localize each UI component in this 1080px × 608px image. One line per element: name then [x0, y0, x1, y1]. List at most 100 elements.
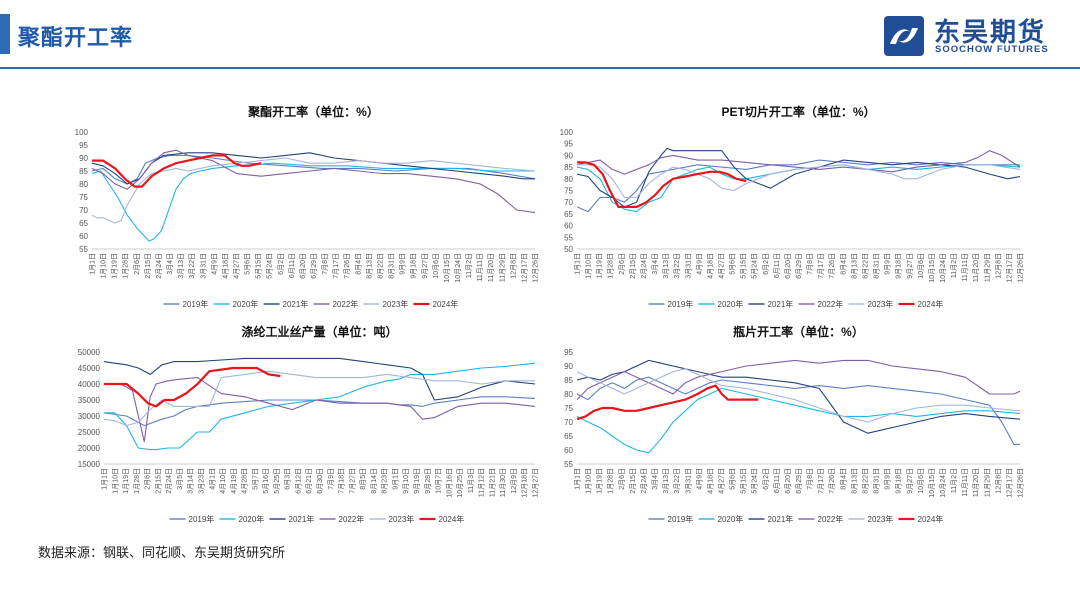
x-tick-label: 1月28日 — [607, 253, 615, 279]
x-tick-label: 10月15日 — [443, 253, 451, 283]
y-tick-label: 90 — [79, 154, 88, 163]
x-tick-label: 1月28日 — [122, 253, 130, 279]
series-line-2024 — [577, 161, 747, 209]
x-tick-label: 7月27日 — [348, 468, 356, 494]
y-tick-label: 70 — [79, 206, 88, 215]
x-tick-label: 1月10日 — [585, 253, 593, 279]
legend-label: 2019年 — [183, 299, 209, 309]
legend-label: 2020年 — [718, 514, 744, 524]
x-tick-label: 2月24日 — [155, 253, 163, 279]
x-tick-label: 1月28日 — [133, 468, 141, 494]
x-tick-label: 11月11日 — [961, 468, 969, 497]
chart-svg: PET切片开工率（单位：%） 50 55 60 65 70 75 80 85 90 95 100 1月1… — [560, 104, 1025, 309]
x-tick-label: 4月27日 — [717, 468, 725, 494]
y-tick-label: 60 — [79, 232, 88, 241]
legend-label: 2024年 — [439, 514, 465, 524]
y-tick-label: 85 — [79, 167, 88, 176]
x-tick-label: 2月15日 — [629, 468, 637, 494]
x-tick-label: 9月28日 — [424, 468, 432, 494]
y-tick-label: 80 — [564, 175, 573, 184]
chart-title: PET切片开工率（单位：%） — [721, 104, 875, 119]
x-tick-label: 7月8日 — [321, 253, 329, 275]
x-tick-label: 2月24日 — [165, 468, 173, 494]
x-tick-label: 4月9日 — [210, 253, 218, 275]
brand-logo: 东吴期货 SOOCHOW FUTURES — [882, 12, 1072, 60]
legend-label: 2021年 — [768, 299, 794, 309]
series-line-2019 — [576, 376, 1020, 445]
x-tick-label: 7月8日 — [806, 468, 814, 490]
x-tick-label: 12月26日 — [532, 253, 540, 283]
x-tick-label: 6月29日 — [310, 253, 318, 279]
x-tick-label: 5月24日 — [751, 253, 759, 279]
x-tick-label: 3月31日 — [199, 253, 207, 279]
x-tick-label: 7月26日 — [828, 468, 836, 494]
x-tick-label: 8月5日 — [359, 468, 367, 490]
x-tick-label: 12月26日 — [1017, 253, 1025, 283]
x-tick-label: 3月31日 — [684, 253, 692, 279]
y-tick-label: 80 — [564, 390, 573, 399]
series-line-2023 — [577, 164, 1021, 199]
x-tick-label: 11月29日 — [983, 253, 991, 282]
series-line-2021 — [103, 357, 536, 401]
x-tick-label: 7月8日 — [806, 253, 814, 275]
x-tick-label: 9月19日 — [413, 468, 421, 494]
chart-pet-chip-operating-rate: PET切片开工率（单位：%） 50 55 60 65 70 75 80 85 90 95 100 1月1… — [545, 100, 1035, 315]
x-tick-label: 10月16日 — [445, 468, 453, 498]
chart-polyester-operating-rate: 聚酯开工率（单位：%） 55 60 65 70 75 80 85 90 95 100 1月1日 1月10… — [60, 100, 550, 315]
x-tick-label: 2月6日 — [144, 468, 152, 490]
y-tick-label: 35000 — [78, 396, 101, 405]
x-tick-label: 4月27日 — [232, 253, 240, 279]
x-tick-label: 12月17日 — [520, 253, 528, 283]
legend-label: 2019年 — [668, 299, 694, 309]
y-tick-label: 15000 — [78, 460, 101, 469]
x-tick-label: 9月9日 — [884, 253, 892, 275]
x-tick-label: 5月25日 — [273, 468, 281, 494]
series-line-2024 — [92, 154, 262, 188]
x-tick-label: 3月13日 — [177, 253, 185, 279]
x-tick-label: 9月27日 — [906, 468, 914, 494]
legend-label: 2023年 — [383, 299, 409, 309]
legend-label: 2022年 — [339, 514, 365, 524]
y-tick-label: 70 — [564, 198, 573, 207]
x-tick-label: 4月1日 — [208, 468, 216, 490]
x-tick-label: 5月6日 — [729, 468, 737, 490]
x-tick-label: 5月24日 — [751, 468, 759, 494]
x-tick-label: 7月9日 — [327, 468, 335, 490]
legend-label: 2022年 — [818, 514, 844, 524]
y-tick-label: 75 — [564, 404, 573, 413]
x-tick-label: 11月20日 — [972, 468, 980, 497]
x-tick-label: 12月27日 — [532, 468, 540, 498]
legend-label: 2024年 — [918, 514, 944, 524]
x-tick-label: 3月14日 — [187, 468, 195, 494]
x-tick-label: 10月25日 — [456, 468, 464, 498]
x-tick-label: 10月6日 — [432, 253, 440, 279]
x-tick-label: 1月19日 — [596, 253, 604, 279]
y-tick-label: 45000 — [78, 364, 101, 373]
x-tick-label: 12月8日 — [994, 468, 1002, 494]
x-tick-label: 8月13日 — [365, 253, 373, 279]
legend-label: 2020年 — [233, 299, 259, 309]
x-tick-label: 3月22日 — [673, 253, 681, 279]
chart-svg: 聚酯开工率（单位：%） 55 60 65 70 75 80 85 90 95 100 1月1日 1月10… — [75, 104, 540, 309]
x-tick-label: 12月9日 — [510, 468, 518, 494]
x-tick-label: 11月29日 — [498, 253, 506, 282]
soochow-logo-icon — [884, 16, 924, 56]
y-tick-label: 65 — [79, 219, 88, 228]
x-tick-label: 2月6日 — [618, 253, 626, 275]
x-tick-label: 3月13日 — [662, 468, 670, 494]
y-tick-label: 55 — [79, 245, 88, 254]
x-tick-label: 6月11日 — [773, 468, 781, 493]
series-line-2023 — [103, 370, 535, 427]
x-tick-label: 6月20日 — [299, 253, 307, 279]
x-tick-label: 1月10日 — [111, 468, 119, 494]
x-tick-label: 5月6日 — [244, 253, 252, 275]
x-tick-label: 4月9日 — [695, 468, 703, 490]
x-tick-label: 1月10日 — [100, 253, 108, 279]
x-tick-label: 9月18日 — [410, 253, 418, 279]
logo-english-name: SOOCHOW FUTURES — [935, 44, 1049, 55]
header: 聚酯开工率 东吴期货 SOOCHOW FUTURES — [0, 0, 1080, 72]
x-tick-label: 6月2日 — [277, 253, 285, 275]
x-tick-label: 11月3日 — [467, 468, 475, 493]
logo-chinese-name: 东吴期货 — [934, 17, 1047, 47]
y-tick-label: 25000 — [78, 428, 101, 437]
